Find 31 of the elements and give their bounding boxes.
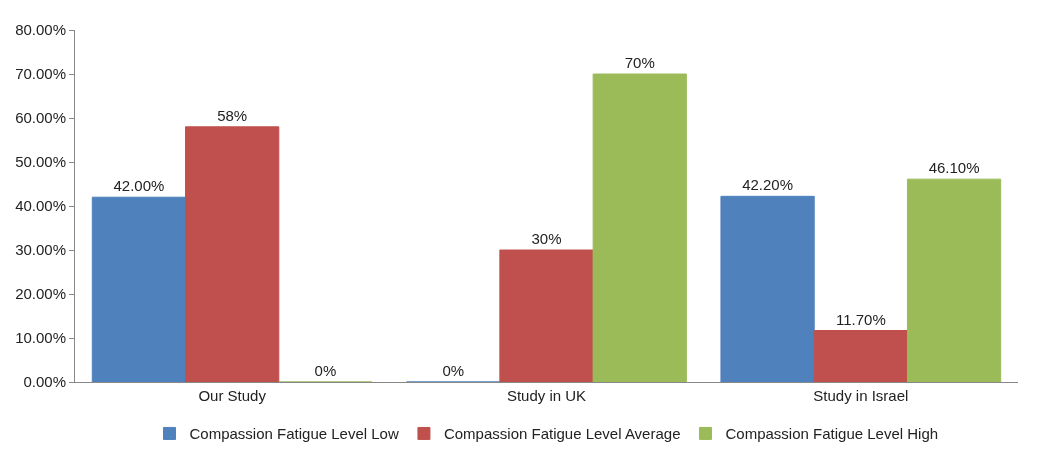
bar [592,73,687,382]
y-tick-label: 0.00% [23,373,66,391]
y-tick-label: 10.00% [15,329,66,347]
data-label: 58% [217,106,248,124]
data-label: 0% [442,362,465,379]
bar [720,195,815,382]
x-tick-label: Study in UK [506,387,587,404]
bar [906,178,1002,382]
x-tick-label: Study in Israel [813,387,909,404]
y-tick-label: 70.00% [15,65,66,83]
y-tick-label: 30.00% [15,241,66,259]
bar [185,126,280,382]
data-label: 46.10% [928,159,980,177]
legend-label: Compassion Fatigue Level Average [443,425,681,443]
data-label: 11.70% [835,310,886,328]
data-label: 30% [531,230,562,247]
data-label: 0% [314,362,337,379]
y-tick-label: 50.00% [15,153,66,171]
data-label: 42.20% [742,176,794,194]
legend-label: Compassion Fatigue Level Low [189,425,399,443]
y-tick-label: 20.00% [15,285,66,303]
x-tick-label: Our Study [198,387,267,404]
y-tick-label: 40.00% [15,197,66,215]
data-label: 42.00% [113,177,165,195]
data-label: 70% [624,54,655,71]
bar [813,330,908,382]
y-tick-label: 60.00% [15,109,66,127]
y-tick-label: 80.00% [15,21,66,39]
bar [499,249,594,382]
bar [91,196,187,382]
legend-label: Compassion Fatigue Level High [725,425,939,443]
